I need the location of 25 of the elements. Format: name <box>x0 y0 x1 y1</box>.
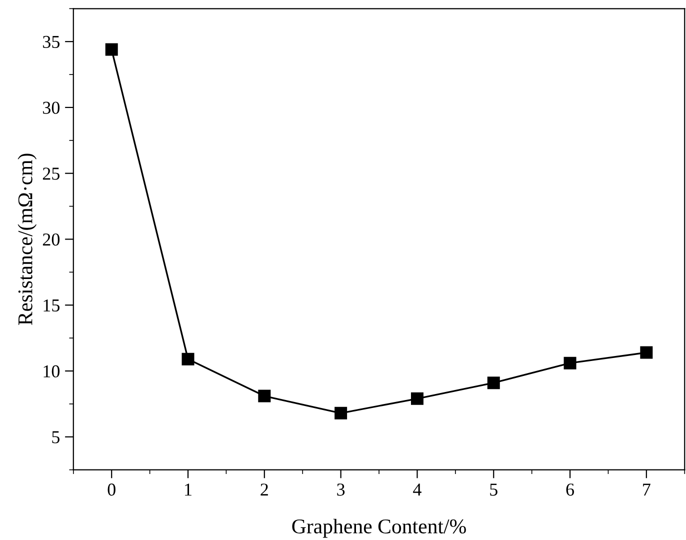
x-tick-label: 5 <box>490 484 498 496</box>
point <box>564 356 576 370</box>
y-tick-label: 35 <box>43 36 60 48</box>
point <box>258 390 271 402</box>
x-axis-title: Graphene Content/% <box>292 518 466 538</box>
point <box>182 352 194 366</box>
x-tick-label: 3 <box>337 484 345 496</box>
x-tick-label: 4 <box>413 484 422 496</box>
point <box>487 376 500 390</box>
point <box>410 392 424 405</box>
y-tick-label: 10 <box>44 365 60 378</box>
y-tick-label: 15 <box>44 299 60 312</box>
y-tick-label: 25 <box>42 168 60 180</box>
y-tick-label: 30 <box>43 102 60 114</box>
x-tick-label: 6 <box>566 484 574 496</box>
x-tick-label: 1 <box>185 484 192 496</box>
point <box>640 346 653 359</box>
x-tick-label: 7 <box>643 484 650 496</box>
point <box>334 406 348 420</box>
point <box>105 43 118 56</box>
y-tick-label: 20 <box>42 233 60 246</box>
x-tick-label: 2 <box>260 484 268 496</box>
y-tick-label: 5 <box>52 431 60 444</box>
y-axis-title: Resistance/(mΩ·cm) <box>18 154 37 326</box>
x-tick-label: 0 <box>108 484 116 496</box>
